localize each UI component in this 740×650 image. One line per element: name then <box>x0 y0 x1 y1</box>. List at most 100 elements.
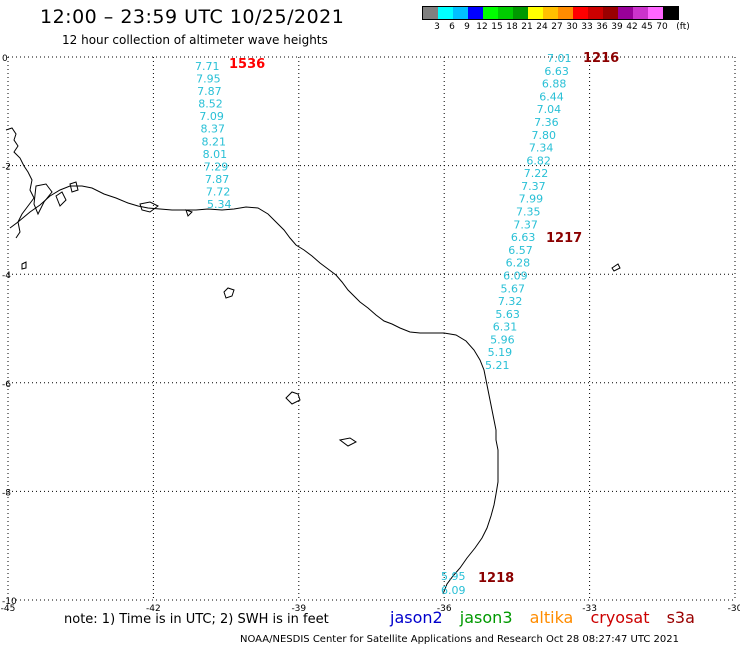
swh-value-label: 6.28 <box>506 257 530 270</box>
scale-swatch <box>543 7 558 19</box>
swh-value-label: 6.09 <box>441 584 466 597</box>
lat-lon-grid <box>7 56 736 601</box>
swh-value-label: 7.99 <box>519 193 544 206</box>
northwest-coastline <box>5 127 35 239</box>
swh-value-label: 7.22 <box>524 167 549 180</box>
scale-swatch <box>618 7 633 19</box>
swh-value-label: 7.80 <box>532 129 557 142</box>
swh-value-label: 7.32 <box>498 295 522 308</box>
swh-value-label: 8.21 <box>202 135 227 148</box>
scale-label: 6 <box>449 22 455 32</box>
scale-swatch <box>483 7 498 19</box>
scale-swatch <box>663 7 678 19</box>
scale-label: 45 <box>641 22 653 32</box>
legend-altika: altika <box>529 608 574 627</box>
swh-value-label: 5.95 <box>441 570 466 583</box>
scale-swatch <box>423 7 438 19</box>
satellite-legend: jason2 jason3 altika cryosat s3a <box>390 608 707 627</box>
scale-swatch <box>603 7 618 19</box>
pass-1536-track-values: 7.717.957.878.527.098.378.218.017.297.87… <box>195 60 232 211</box>
pass-1216-1217-track-values: 7.016.636.886.447.047.367.807.346.827.22… <box>485 52 572 372</box>
x-tick-label: -33 <box>582 604 597 614</box>
pass-id-1217: 1217 <box>546 231 582 246</box>
island-1 <box>223 287 235 299</box>
footnote: note: 1) Time is in UTC; 2) SWH is in fe… <box>64 612 329 627</box>
swh-value-label: 7.71 <box>195 60 220 73</box>
scale-label: 12 <box>476 22 488 32</box>
legend-jason3: jason3 <box>459 608 513 627</box>
scale-label: 39 <box>611 22 623 32</box>
x-tick-label: -36 <box>437 604 452 614</box>
swh-value-label: 5.34 <box>207 198 232 211</box>
swh-value-label: 7.29 <box>204 160 229 173</box>
y-tick-label: -4 <box>2 271 11 281</box>
y-tick-label: -2 <box>2 163 11 173</box>
swh-value-label: 7.37 <box>521 180 546 193</box>
legend-jason2: jason2 <box>390 608 443 627</box>
wave-height-scale-labels: 3 6 9 12 15 18 21 24 27 30 33 36 39 42 45 70 (ft) <box>422 22 740 34</box>
swh-value-label: 8.37 <box>200 123 225 136</box>
island-3 <box>338 437 357 447</box>
scale-swatch <box>648 7 663 19</box>
coastline <box>5 127 621 595</box>
swh-value-label: 8.01 <box>203 148 228 161</box>
swh-value-label: 6.63 <box>511 231 536 244</box>
scale-label: 21 <box>521 22 533 32</box>
x-tick-label: -45 <box>1 604 16 614</box>
swh-value-label: 7.95 <box>196 73 221 86</box>
scale-swatch <box>528 7 543 19</box>
scale-swatch <box>513 7 528 19</box>
y-tick-label: -8 <box>2 488 11 498</box>
swh-value-label: 6.82 <box>526 154 551 167</box>
scale-label: 3 <box>434 22 440 32</box>
swh-value-label: 6.57 <box>508 244 533 257</box>
swh-value-label: 5.19 <box>488 346 513 359</box>
scale-label: 18 <box>506 22 518 32</box>
pass-id-1218: 1218 <box>478 571 514 586</box>
swh-value-label: 7.35 <box>516 206 541 219</box>
swh-value-label: 7.72 <box>206 185 231 198</box>
scale-label: 9 <box>464 22 470 32</box>
scale-swatch <box>453 7 468 19</box>
x-tick-label: -39 <box>291 604 306 614</box>
map-title: 12:00 – 23:59 UTC 10/25/2021 <box>40 6 345 28</box>
swh-value-label: 7.09 <box>199 110 224 123</box>
swh-value-label: 7.87 <box>205 173 230 186</box>
scale-label: 33 <box>581 22 593 32</box>
swh-value-label: 8.52 <box>198 98 223 111</box>
brazil-coastline <box>9 185 499 595</box>
pass-1218-track-values: 5.956.09 <box>441 570 466 597</box>
legend-s3a: s3a <box>666 608 695 627</box>
scale-swatch <box>633 7 648 19</box>
scale-swatch <box>468 7 483 19</box>
axis-tick-labels: -45 -42 -39 -36 -33 -30 0 -2 -4 -6 -8 -10 <box>1 54 740 614</box>
swh-value-label: 5.63 <box>495 308 520 321</box>
scale-label: (ft) <box>676 22 690 32</box>
northwest-islands <box>33 181 193 217</box>
source-credit: NOAA/NESDIS Center for Satellite Applica… <box>240 634 679 645</box>
scale-swatch <box>588 7 603 19</box>
island-5 <box>21 261 27 270</box>
island-2 <box>285 391 301 405</box>
swh-value-label: 5.67 <box>501 282 526 295</box>
scale-label: 36 <box>596 22 608 32</box>
wave-height-color-scale <box>422 6 679 20</box>
scale-label: 15 <box>491 22 503 32</box>
swh-value-label: 5.96 <box>490 333 514 346</box>
scale-label: 70 <box>656 22 668 32</box>
island-4 <box>611 263 621 272</box>
swh-value-label: 6.88 <box>542 78 567 91</box>
scale-label: 42 <box>626 22 638 32</box>
scale-label: 27 <box>551 22 563 32</box>
swh-value-label: 7.34 <box>529 142 554 155</box>
swh-value-label: 7.36 <box>534 116 559 129</box>
scale-swatch <box>573 7 588 19</box>
pass-id-1216: 1216 <box>583 51 619 66</box>
swh-value-label: 6.31 <box>493 321 518 334</box>
x-tick-label: -42 <box>146 604 161 614</box>
y-tick-label: 0 <box>2 54 8 64</box>
swh-value-label: 7.04 <box>537 103 562 116</box>
legend-cryosat: cryosat <box>590 608 650 627</box>
x-tick-label: -30 <box>728 604 740 614</box>
